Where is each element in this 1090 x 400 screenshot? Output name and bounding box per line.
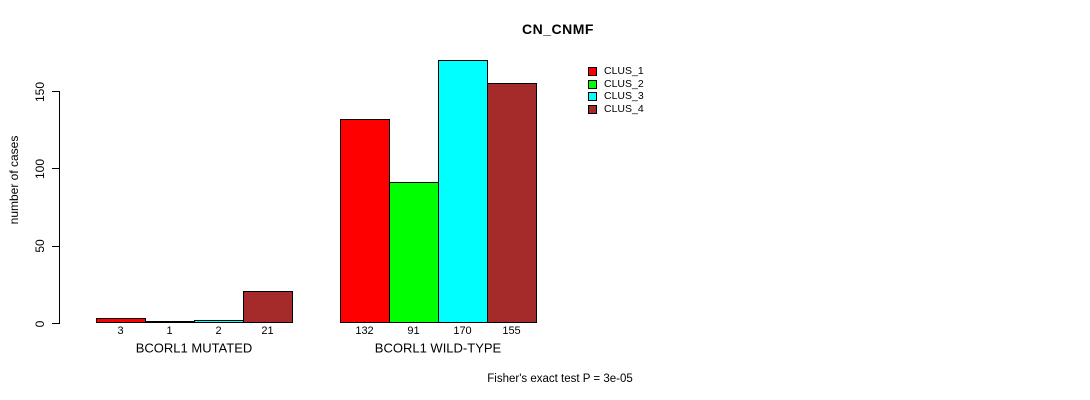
bar-value-label: 132 [355, 325, 374, 337]
bar-clus-4-bcorl1-mutated [243, 291, 293, 323]
legend-swatch-clus-1 [588, 67, 597, 77]
legend-item-clus-1: CLUS_1 [588, 66, 644, 79]
category-label-bcorl1-wild-type: BCORL1 WILD-TYPE [374, 340, 502, 356]
bar-clus-3-bcorl1-mutated [194, 320, 244, 323]
legend-label: CLUS_1 [604, 65, 644, 78]
fisher-test-annotation: Fisher's exact test P = 3e-05 [487, 373, 633, 385]
bar-clus-2-bcorl1-mutated [145, 321, 195, 323]
bar-value-label: 155 [502, 325, 521, 337]
y-tick-label: 50 [33, 239, 47, 253]
bar-clus-2-bcorl1-wild-type [389, 182, 439, 323]
bar-clus-1-bcorl1-wild-type [340, 119, 390, 323]
legend-item-clus-3: CLUS_3 [588, 91, 644, 104]
bar-value-label: 1 [166, 325, 173, 337]
y-tick [52, 245, 59, 247]
y-tick [52, 323, 59, 324]
y-tick-label: 0 [33, 320, 47, 327]
category-label-bcorl1-mutated: BCORL1 MUTATED [135, 340, 253, 356]
legend-item-clus-2: CLUS_2 [588, 78, 644, 91]
bar-value-label: 170 [453, 325, 472, 337]
y-axis-label: number of cases [7, 135, 21, 225]
y-axis-line [59, 91, 60, 324]
bar-clus-1-bcorl1-mutated [96, 318, 146, 323]
legend-item-clus-4: CLUS_4 [588, 103, 644, 116]
y-tick-label: 100 [33, 158, 47, 179]
bar-value-label: 3 [117, 325, 124, 337]
legend-label: CLUS_2 [604, 77, 644, 90]
bar-value-label: 2 [215, 325, 222, 337]
legend-swatch-clus-4 [588, 104, 597, 114]
bar-clus-4-bcorl1-wild-type [487, 83, 537, 323]
y-tick-label: 150 [33, 81, 47, 102]
bar-value-label: 21 [261, 325, 274, 337]
y-tick [52, 168, 59, 170]
legend-label: CLUS_4 [604, 102, 644, 115]
bar-clus-3-bcorl1-wild-type [438, 60, 488, 323]
legend-label: CLUS_3 [604, 90, 644, 103]
legend-swatch-clus-2 [588, 79, 597, 89]
legend-swatch-clus-3 [588, 92, 597, 102]
bar-value-label: 91 [407, 325, 420, 337]
y-tick [52, 91, 59, 92]
chart-title: CN_CNMF [522, 21, 594, 37]
